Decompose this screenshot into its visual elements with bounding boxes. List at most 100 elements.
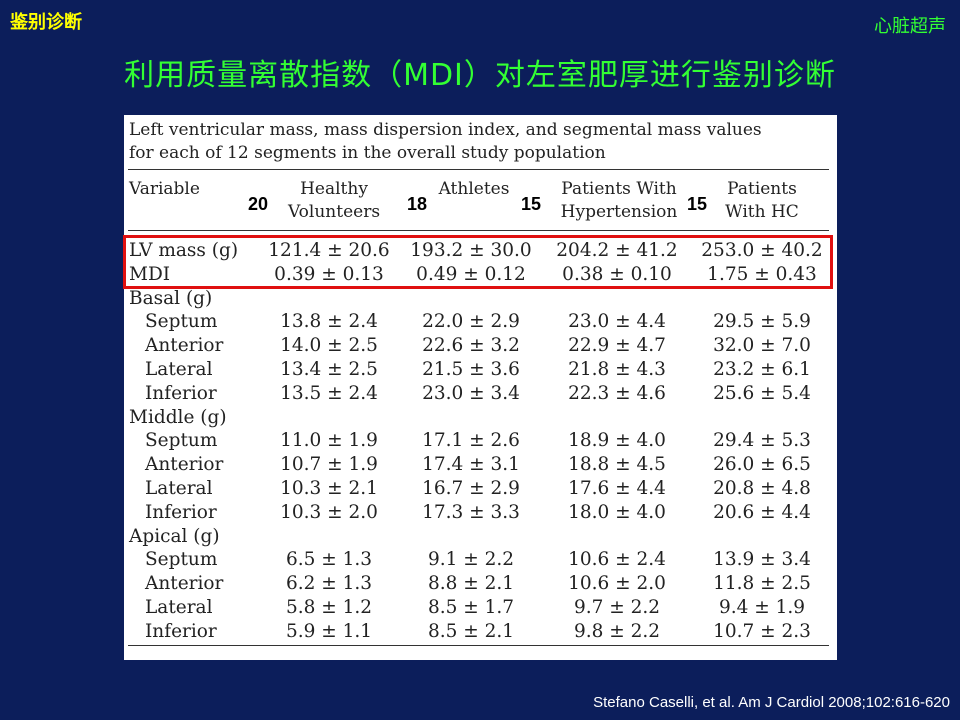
cell-value: 193.2 ± 30.0 xyxy=(410,240,532,261)
table-row: Anterior 14.0 ± 2.5 22.6 ± 3.2 22.9 ± 4.7 32… xyxy=(124,334,837,358)
header-line: Patients xyxy=(727,179,797,199)
row-label: Basal (g) xyxy=(129,287,213,309)
row-label: Anterior xyxy=(145,573,224,595)
cell-value: 9.7 ± 2.2 xyxy=(573,597,661,618)
header-hypertension: Patients With Hypertension xyxy=(549,178,689,224)
cell-value: 10.3 ± 2.0 xyxy=(280,501,378,523)
cell-value: 6.2 ± 1.3 xyxy=(285,573,373,595)
cell-value: 10.3 ± 2.1 xyxy=(280,478,378,499)
cell-value: 10.7 ± 2.3 xyxy=(713,620,811,642)
count-hc: 15 xyxy=(687,194,708,214)
table-row: Septum 13.8 ± 2.4 22.0 ± 2.9 23.0 ± 4.4 29.5… xyxy=(124,310,837,334)
row-label: Septum xyxy=(145,430,218,452)
cell-value: 25.6 ± 5.4 xyxy=(713,382,811,404)
table-row: LV mass (g) 121.4 ± 20.6 193.2 ± 30.0 204.2… xyxy=(124,239,837,263)
row-label: Apical (g) xyxy=(129,525,220,547)
caption-line-2: for each of 12 segments in the overall s… xyxy=(129,143,606,163)
row-label: Lateral xyxy=(145,478,213,499)
cell-value: 18.0 ± 4.0 xyxy=(568,501,666,523)
table-row: Lateral 13.4 ± 2.5 21.5 ± 3.6 21.8 ± 4.3 23.… xyxy=(124,358,837,382)
row-label: Middle (g) xyxy=(129,406,227,428)
cell-value: 23.0 ± 3.4 xyxy=(422,382,520,404)
row-label: Lateral xyxy=(145,597,213,618)
cell-value: 17.6 ± 4.4 xyxy=(568,478,666,499)
section-label: 鉴别诊断 xyxy=(10,12,82,33)
cell-value: 9.8 ± 2.2 xyxy=(573,620,661,642)
table-row: Inferior 10.3 ± 2.0 17.3 ± 3.3 18.0 ± 4.0 20… xyxy=(124,501,837,525)
table-row: Lateral 10.3 ± 2.1 16.7 ± 2.9 17.6 ± 4.4 20.… xyxy=(124,477,837,501)
cell-value: 22.6 ± 3.2 xyxy=(422,335,520,357)
cell-value: 23.2 ± 6.1 xyxy=(713,359,811,380)
table-row: Inferior 5.9 ± 1.1 8.5 ± 2.1 9.8 ± 2.2 10.7 … xyxy=(124,620,837,644)
cell-value: 18.8 ± 4.5 xyxy=(568,454,666,476)
row-label: Inferior xyxy=(145,501,217,523)
table-row: Lateral 5.8 ± 1.2 8.5 ± 1.7 9.7 ± 2.2 9.4 ± … xyxy=(124,596,837,620)
cell-value: 22.9 ± 4.7 xyxy=(568,335,666,357)
cell-value: 20.8 ± 4.8 xyxy=(713,478,811,499)
cell-value: 11.8 ± 2.5 xyxy=(713,573,811,595)
header-line: With HC xyxy=(725,202,799,222)
row-label: Anterior xyxy=(145,454,224,476)
cell-value: 9.4 ± 1.9 xyxy=(718,597,806,618)
row-label: LV mass (g) xyxy=(129,240,239,261)
cell-value: 29.5 ± 5.9 xyxy=(713,311,811,333)
citation: Stefano Caselli, et al. Am J Cardiol 200… xyxy=(593,694,950,711)
cell-value: 26.0 ± 6.5 xyxy=(713,454,811,476)
cell-value: 22.0 ± 2.9 xyxy=(422,311,520,333)
count-healthy: 20 xyxy=(248,194,269,214)
cell-value: 13.9 ± 3.4 xyxy=(713,549,811,571)
row-label: Inferior xyxy=(145,382,217,404)
cell-value: 1.75 ± 0.43 xyxy=(707,263,817,285)
row-label: MDI xyxy=(129,263,171,285)
cell-value: 253.0 ± 40.2 xyxy=(701,240,823,261)
header-line: Patients With xyxy=(561,179,677,199)
table-row: Septum 11.0 ± 1.9 17.1 ± 2.6 18.9 ± 4.0 29.4… xyxy=(124,429,837,453)
table-row: MDI 0.39 ± 0.13 0.49 ± 0.12 0.38 ± 0.10 1.75… xyxy=(124,263,837,287)
count-hypertension: 15 xyxy=(521,194,542,214)
cell-value: 5.9 ± 1.1 xyxy=(285,620,373,642)
cell-value: 18.9 ± 4.0 xyxy=(568,430,666,452)
header-athletes: Athletes xyxy=(429,178,519,201)
data-table: Left ventricular mass, mass dispersion i… xyxy=(124,115,837,660)
table-row: Anterior 6.2 ± 1.3 8.8 ± 2.1 10.6 ± 2.0 11.8… xyxy=(124,572,837,596)
cell-value: 10.7 ± 1.9 xyxy=(280,454,378,476)
cell-value: 9.1 ± 2.2 xyxy=(427,549,515,571)
row-label: Inferior xyxy=(145,620,217,642)
row-label: Lateral xyxy=(145,359,213,380)
cell-value: 22.3 ± 4.6 xyxy=(568,382,666,404)
cell-value: 204.2 ± 41.2 xyxy=(556,240,678,261)
caption-line-1: Left ventricular mass, mass dispersion i… xyxy=(129,120,762,140)
topic-label: 心脏超声 xyxy=(874,16,946,37)
cell-value: 11.0 ± 1.9 xyxy=(280,430,378,452)
table-row: Apical (g) xyxy=(124,525,837,549)
cell-value: 21.5 ± 3.6 xyxy=(422,359,520,380)
header-rule xyxy=(128,230,829,231)
cell-value: 13.4 ± 2.5 xyxy=(280,359,378,380)
table-row: Septum 6.5 ± 1.3 9.1 ± 2.2 10.6 ± 2.4 13.9 ±… xyxy=(124,548,837,572)
bottom-rule xyxy=(128,645,829,646)
cell-value: 6.5 ± 1.3 xyxy=(285,549,373,571)
cell-value: 17.3 ± 3.3 xyxy=(422,501,520,523)
slide-title: 利用质量离散指数（MDI）对左室肥厚进行鉴别诊断 xyxy=(124,58,836,93)
count-athletes: 18 xyxy=(407,194,428,214)
header-hc: Patients With HC xyxy=(707,178,817,224)
table-row: Basal (g) xyxy=(124,287,837,311)
header-line: Healthy xyxy=(300,179,368,199)
cell-value: 17.1 ± 2.6 xyxy=(422,430,520,452)
cell-value: 21.8 ± 4.3 xyxy=(568,359,666,380)
cell-value: 8.5 ± 1.7 xyxy=(427,597,515,618)
cell-value: 20.6 ± 4.4 xyxy=(713,501,811,523)
row-label: Septum xyxy=(145,549,218,571)
cell-value: 10.6 ± 2.0 xyxy=(568,573,666,595)
header-line: Hypertension xyxy=(560,202,678,222)
cell-value: 10.6 ± 2.4 xyxy=(568,549,666,571)
cell-value: 121.4 ± 20.6 xyxy=(268,240,390,261)
cell-value: 23.0 ± 4.4 xyxy=(568,311,666,333)
cell-value: 0.38 ± 0.10 xyxy=(562,263,672,285)
cell-value: 13.5 ± 2.4 xyxy=(280,382,378,404)
table-row: Inferior 13.5 ± 2.4 23.0 ± 3.4 22.3 ± 4.6 25… xyxy=(124,382,837,406)
cell-value: 8.5 ± 2.1 xyxy=(427,620,515,642)
table-row: Middle (g) xyxy=(124,406,837,430)
cell-value: 14.0 ± 2.5 xyxy=(280,335,378,357)
cell-value: 16.7 ± 2.9 xyxy=(422,478,520,499)
